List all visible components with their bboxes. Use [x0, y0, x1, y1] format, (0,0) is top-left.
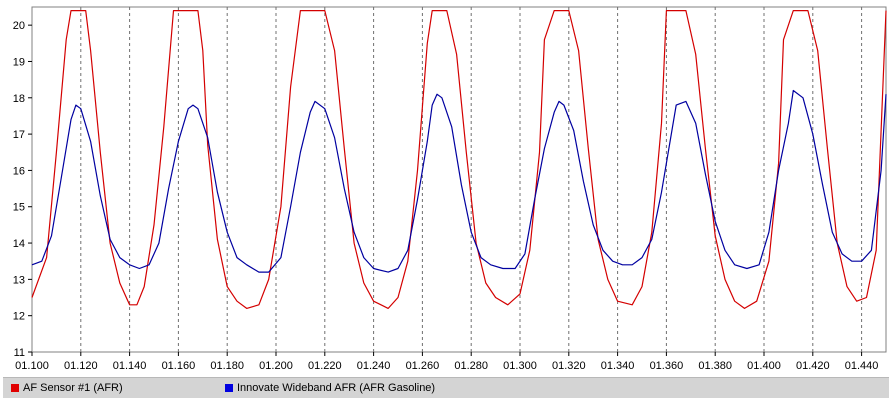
y-tick-label-15: 15 [13, 202, 25, 214]
x-tick-label-01.340: 01.340 [601, 360, 635, 372]
legend: AF Sensor #1 (AFR) Innovate Wideband AFR… [3, 377, 889, 398]
x-tick-label-01.260: 01.260 [406, 360, 440, 372]
y-tick-label-11: 11 [14, 347, 25, 359]
legend-swatch-red [11, 384, 19, 392]
y-tick-label-20: 20 [13, 20, 25, 32]
y-tick-label-14: 14 [13, 238, 25, 250]
y-tick-label-19: 19 [13, 56, 25, 68]
x-axis-ticks: 01.100 01.120 01.140 01.160 01.180 01.200 01.2… [15, 352, 878, 372]
x-tick-label-01.160: 01.160 [162, 360, 196, 372]
y-tick-label-18: 18 [13, 93, 25, 105]
x-tick-label-01.320: 01.320 [552, 360, 586, 372]
legend-swatch-blue [225, 384, 233, 392]
y-tick-label-17: 17 [13, 129, 25, 141]
x-tick-label-01.200: 01.200 [259, 360, 293, 372]
x-tick-label-01.240: 01.240 [357, 360, 391, 372]
y-tick-label-12: 12 [13, 311, 25, 323]
y-tick-label-13: 13 [13, 274, 25, 286]
series-layer [31, 10, 887, 309]
x-tick-label-01.380: 01.380 [698, 360, 732, 372]
x-tick-label-01.280: 01.280 [454, 360, 488, 372]
legend-item-af-sensor: AF Sensor #1 (AFR) [11, 382, 123, 394]
x-tick-label-01.120: 01.120 [64, 360, 98, 372]
x-tick-label-01.100: 01.100 [15, 360, 49, 372]
series-line-innovate-wideband [31, 89, 887, 273]
y-tick-label-16: 16 [13, 165, 25, 177]
x-tick-label-01.180: 01.180 [210, 360, 244, 372]
legend-label-innovate: Innovate Wideband AFR (AFR Gasoline) [237, 382, 436, 394]
x-tick-label-01.300: 01.300 [503, 360, 537, 372]
x-tick-label-01.440: 01.440 [845, 360, 879, 372]
legend-item-innovate: Innovate Wideband AFR (AFR Gasoline) [225, 382, 435, 394]
y-axis-ticks: 11 12 13 14 15 16 17 18 19 20 [13, 20, 32, 359]
x-tick-label-01.400: 01.400 [747, 360, 781, 372]
plot-area [31, 6, 887, 353]
x-tick-label-01.360: 01.360 [650, 360, 684, 372]
x-tick-label-01.220: 01.220 [308, 360, 342, 372]
x-tick-label-01.420: 01.420 [796, 360, 830, 372]
legend-label-af-sensor: AF Sensor #1 (AFR) [23, 382, 123, 394]
series-line-af-sensor [31, 10, 887, 309]
x-tick-label-01.140: 01.140 [113, 360, 147, 372]
